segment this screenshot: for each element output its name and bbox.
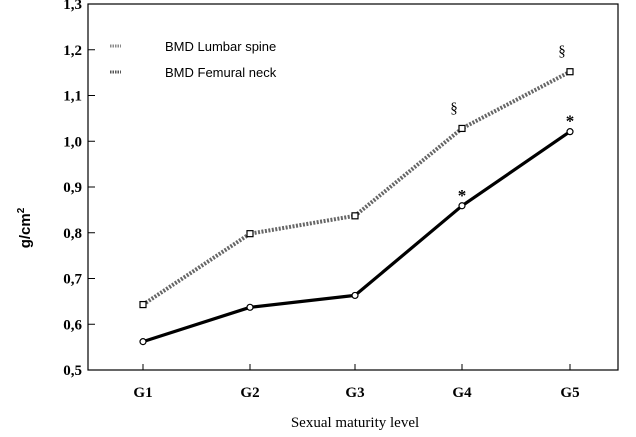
- y-tick-label: 1,2: [63, 43, 82, 59]
- data-point-circle: [139, 338, 147, 346]
- data-point-circle: [458, 202, 466, 210]
- series-layer: [139, 68, 574, 346]
- y-tick-label: 1,1: [63, 89, 82, 105]
- x-tick-label: G2: [240, 385, 259, 401]
- data-point-square: [458, 124, 466, 133]
- y-axis-label: g/cm2: [16, 207, 34, 248]
- y-tick-label: 1,0: [63, 134, 82, 150]
- data-point-circle: [246, 303, 254, 311]
- x-tick-label: G5: [560, 385, 579, 401]
- plot-frame: [87, 3, 619, 371]
- y-tick-label: 0,8: [63, 226, 82, 242]
- axes-layer: 0,5 0,6 0,7 0,8 0,9 1,0 1,1 1,2 1,3 G1 G2 G3 G4 G5: [63, 0, 619, 401]
- significance-marker: §: [450, 100, 458, 116]
- x-tick-label: G3: [345, 385, 364, 401]
- data-point-square: [139, 300, 147, 309]
- significance-marker: §: [558, 44, 566, 60]
- x-axis-label: Sexual maturity level: [291, 415, 419, 431]
- significance-marker: *: [566, 112, 575, 131]
- series-line-0: [141, 69, 571, 307]
- data-point-circle: [566, 128, 574, 136]
- series-line-1: [142, 130, 571, 344]
- axis-labels: g/cm2 Sexual maturity level: [16, 207, 419, 431]
- x-tick-label: G1: [133, 385, 152, 401]
- annotations-layer: § § * *: [450, 44, 574, 205]
- x-tick-label: G4: [452, 385, 472, 401]
- significance-marker: *: [458, 186, 467, 205]
- data-point-circle: [351, 291, 359, 300]
- y-tick-label: 0,7: [63, 272, 82, 288]
- y-tick-label: 1,3: [63, 0, 82, 13]
- y-tick-label: 0,6: [63, 317, 82, 333]
- y-tick-label: 0,9: [63, 180, 82, 196]
- legend: BMD Lumbar spine BMD Femural neck: [110, 39, 277, 80]
- data-point-square: [246, 230, 254, 238]
- y-tick-label: 0,5: [63, 363, 82, 379]
- data-point-square: [351, 212, 359, 220]
- data-point-square: [566, 68, 574, 76]
- legend-entry-label: BMD Lumbar spine: [165, 39, 276, 54]
- legend-entry-label: BMD Femural neck: [165, 65, 277, 80]
